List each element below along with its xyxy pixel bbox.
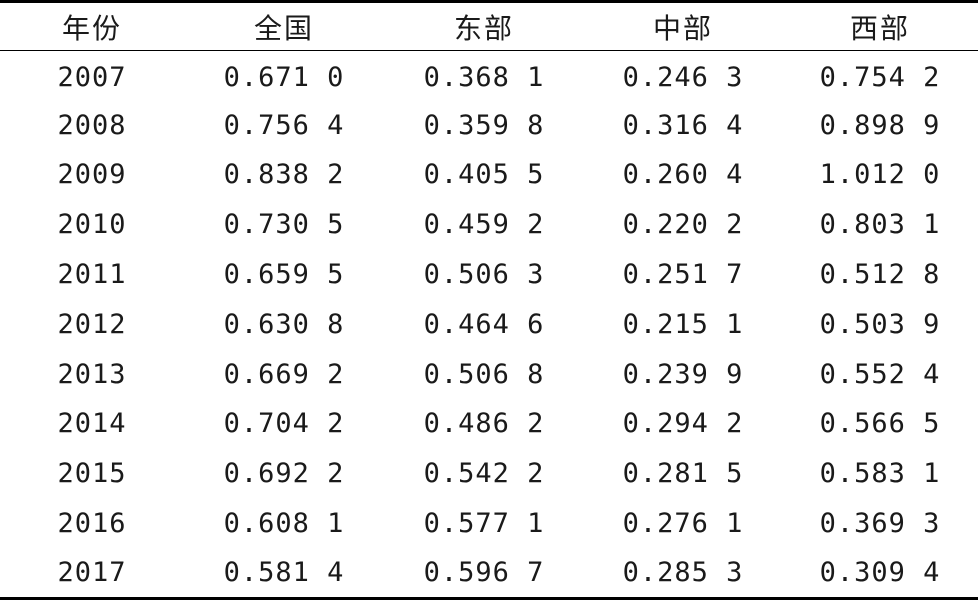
cell-year: 2007 [57, 62, 127, 94]
cell-east: 0.506 3 [423, 259, 545, 291]
table-row: 2008 0.756 4 0.359 8 0.316 4 0.898 9 [0, 100, 978, 150]
cell-west: 0.803 1 [819, 209, 941, 241]
table-row: 2013 0.669 2 0.506 8 0.239 9 0.552 4 [0, 349, 978, 399]
cell-national: 0.730 5 [223, 209, 345, 241]
cell-year: 2017 [0, 548, 184, 600]
table-row: 2010 0.730 5 0.459 2 0.220 2 0.803 1 [0, 200, 978, 250]
cell-central: 0.215 1 [622, 308, 744, 340]
cell-year: 2012 [57, 308, 127, 340]
cell-year: 2015 [57, 458, 127, 490]
table-row: 2009 0.838 2 0.405 5 0.260 4 1.012 0 [0, 150, 978, 200]
cell-east: 0.405 5 [423, 159, 545, 191]
header-year: 年份 [0, 0, 184, 51]
table-row: 2012 0.630 8 0.464 6 0.215 1 0.503 9 [0, 299, 978, 349]
cell-central: 0.246 3 [622, 62, 744, 94]
header-west: 西部 [782, 0, 978, 51]
table-row: 2016 0.608 1 0.577 1 0.276 1 0.369 3 [0, 499, 978, 549]
cell-central: 0.260 4 [622, 159, 744, 191]
header-east: 东部 [384, 0, 584, 51]
table-row: 2007 0.671 0 0.368 1 0.246 3 0.754 2 [0, 51, 978, 101]
cell-year: 2011 [57, 259, 127, 291]
cell-east: 0.596 7 [384, 548, 584, 600]
cell-year: 2009 [57, 159, 127, 191]
cell-east: 0.359 8 [423, 109, 545, 141]
cell-central: 0.281 5 [622, 458, 744, 490]
cell-national: 0.756 4 [223, 109, 345, 141]
header-national: 全国 [184, 0, 384, 51]
cell-year: 2016 [57, 508, 127, 540]
cell-central: 0.316 4 [622, 109, 744, 141]
cell-west: 0.583 1 [819, 458, 941, 490]
table-row: 2014 0.704 2 0.486 2 0.294 2 0.566 5 [0, 399, 978, 449]
cell-east: 0.464 6 [423, 308, 545, 340]
cell-national: 0.581 4 [184, 548, 384, 600]
cell-east: 0.459 2 [423, 209, 545, 241]
cell-year: 2013 [57, 358, 127, 390]
table-row: 2015 0.692 2 0.542 2 0.281 5 0.583 1 [0, 449, 978, 499]
cell-national: 0.630 8 [223, 308, 345, 340]
cell-east: 0.486 2 [423, 408, 545, 440]
cell-year: 2014 [57, 408, 127, 440]
table-row: 2011 0.659 5 0.506 3 0.251 7 0.512 8 [0, 250, 978, 300]
cell-central: 0.276 1 [622, 508, 744, 540]
cell-central: 0.285 3 [584, 548, 782, 600]
cell-national: 0.608 1 [223, 508, 345, 540]
cell-east: 0.577 1 [423, 508, 545, 540]
cell-year: 2008 [57, 109, 127, 141]
cell-central: 0.220 2 [622, 209, 744, 241]
cell-east: 0.368 1 [423, 62, 545, 94]
header-central: 中部 [584, 0, 782, 51]
cell-year: 2010 [57, 209, 127, 241]
cell-east: 0.542 2 [423, 458, 545, 490]
cell-west: 0.566 5 [819, 408, 941, 440]
cell-national: 0.838 2 [223, 159, 345, 191]
cell-national: 0.704 2 [223, 408, 345, 440]
table-header-row: 年份 全国 东部 中部 西部 [0, 0, 978, 51]
cell-national: 0.669 2 [223, 358, 345, 390]
cell-central: 0.251 7 [622, 259, 744, 291]
cell-west: 1.012 0 [819, 159, 941, 191]
cell-west: 0.369 3 [819, 508, 941, 540]
cell-west: 0.503 9 [819, 308, 941, 340]
cell-east: 0.506 8 [423, 358, 545, 390]
cell-national: 0.671 0 [223, 62, 345, 94]
cell-national: 0.692 2 [223, 458, 345, 490]
cell-west: 0.898 9 [819, 109, 941, 141]
table-row: 2017 0.581 4 0.596 7 0.285 3 0.309 4 [0, 548, 978, 600]
cell-west: 0.754 2 [819, 62, 941, 94]
cell-west: 0.552 4 [819, 358, 941, 390]
cell-central: 0.239 9 [622, 358, 744, 390]
cell-west: 0.512 8 [819, 259, 941, 291]
cell-central: 0.294 2 [622, 408, 744, 440]
cell-national: 0.659 5 [223, 259, 345, 291]
cell-west: 0.309 4 [782, 548, 978, 600]
